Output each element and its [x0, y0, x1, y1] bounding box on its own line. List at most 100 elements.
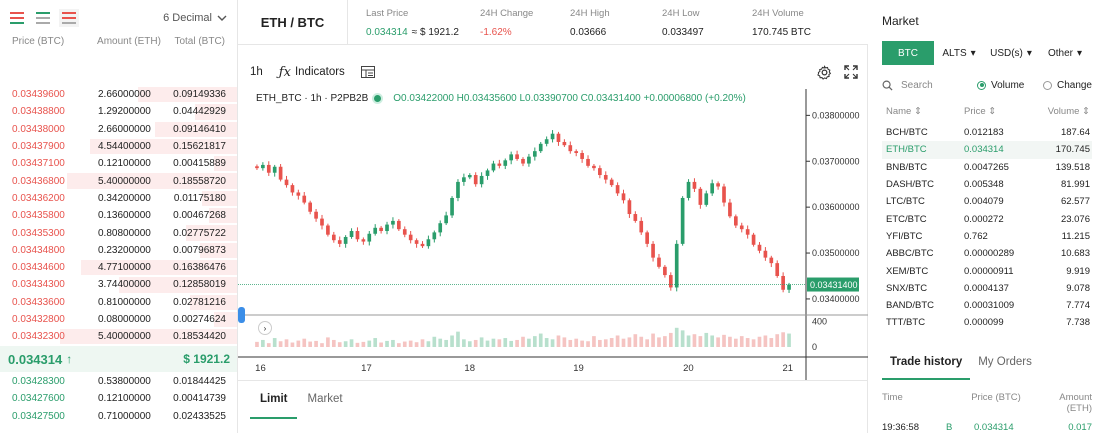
candle-body: [698, 188, 703, 205]
volume-bar: [473, 339, 478, 347]
market-row[interactable]: XEM/BTC 0.00000911 9.919: [882, 262, 1092, 279]
market-volume: 139.518: [1055, 161, 1090, 173]
ask-row[interactable]: 0.03432300 5.40000000 0.18534420: [0, 328, 237, 345]
candle-body: [633, 214, 638, 221]
sort-icon: ⇕: [1082, 106, 1090, 117]
search-input[interactable]: Search: [901, 79, 933, 91]
volume-bar: [450, 335, 454, 347]
fullscreen-icon[interactable]: [844, 64, 858, 79]
header-label: Name: [886, 106, 912, 117]
ask-row[interactable]: 0.03437900 4.54400000 0.15621817: [0, 138, 237, 155]
ask-row[interactable]: 0.03435800 0.13600000 0.00467268: [0, 207, 237, 224]
depth-bar: [90, 138, 237, 155]
ask-row[interactable]: 0.03434300 3.74400000 0.12858019: [0, 276, 237, 293]
tab-alts[interactable]: ALTS ▾: [934, 41, 984, 65]
tab-btc[interactable]: BTC: [882, 41, 934, 65]
market-row[interactable]: DASH/BTC 0.005348 81.991: [882, 176, 1092, 193]
market-row[interactable]: ETH/BTC 0.034314 170.745: [882, 141, 1092, 159]
market-price: 0.004079: [964, 196, 1004, 208]
row-price: 0.03428300: [12, 376, 65, 388]
sort-price[interactable]: Price ⇕: [964, 106, 1028, 120]
decimal-select[interactable]: 6 Decimal: [163, 12, 227, 24]
row-total: 0.00796873: [173, 244, 226, 256]
row-price: 0.03439600: [12, 89, 65, 101]
settings-gear-icon[interactable]: [817, 64, 832, 80]
tab-my-orders[interactable]: My Orders: [978, 356, 1032, 368]
candle-body: [609, 179, 614, 186]
market-row[interactable]: BCH/BTC 0.012183 187.64: [882, 124, 1092, 141]
row-price: 0.03436200: [12, 192, 65, 204]
candle-body: [692, 181, 697, 189]
stat-change: 24H Change -1.62%: [480, 8, 533, 38]
radio-change[interactable]: Change: [1042, 80, 1092, 91]
chart-symbol: ETH_BTC · 1h · P2PB2B: [256, 93, 369, 104]
volume-bar: [503, 338, 508, 347]
sort-name[interactable]: Name ⇕: [882, 106, 964, 120]
side-panel-handle[interactable]: [238, 307, 245, 323]
price-chart[interactable]: 0.03800000 0.03700000 0.03600000 0.03500000…: [238, 89, 868, 380]
row-amount: 0.71000000: [98, 410, 151, 422]
tab-other[interactable]: Other ▾: [1038, 41, 1092, 65]
bid-row[interactable]: 0.03428300 0.53800000 0.01844425: [0, 373, 237, 390]
ask-row[interactable]: 0.03438000 2.66000000 0.09146410: [0, 121, 237, 138]
price-tick-label: 0.03800000: [812, 110, 860, 120]
depth-bar: [66, 173, 237, 189]
market-name: LTC/BTC: [886, 196, 925, 208]
radio-volume[interactable]: Volume: [977, 80, 1024, 91]
indicators-button[interactable]: ƒx Indicators: [279, 65, 345, 80]
ask-row[interactable]: 0.03437100 0.12100000 0.00415889: [0, 155, 237, 172]
market-row[interactable]: SNX/BTC 0.0004137 9.078: [882, 280, 1092, 297]
bid-row[interactable]: 0.03427600 0.12100000 0.00414739: [0, 390, 237, 407]
market-search-row: Search Volume Change: [882, 76, 1092, 94]
stat-label: 24H Change: [480, 8, 534, 19]
stat-last-price: Last Price 0.034314 ≈ $ 1921.2: [366, 8, 459, 38]
market-row[interactable]: ETC/BTC 0.000272 23.076: [882, 210, 1092, 227]
ask-row[interactable]: 0.03432800 0.08000000 0.00274624: [0, 311, 237, 328]
chart-type-button[interactable]: [360, 66, 375, 78]
tab-trade-history[interactable]: Trade history: [882, 346, 971, 380]
ask-row[interactable]: 0.03434600 4.77100000 0.16386476: [0, 259, 237, 276]
sort-volume[interactable]: Volume ⇕: [1028, 106, 1092, 120]
candle-body: [320, 218, 324, 226]
ask-row[interactable]: 0.03436800 5.40000000 0.18558720: [0, 172, 237, 189]
ask-row[interactable]: 0.03434800 0.23200000 0.00796873: [0, 242, 237, 259]
row-price: 0.03434600: [12, 262, 65, 274]
market-table-header: Name ⇕ Price ⇕ Volume ⇕: [882, 106, 1092, 120]
market-price: 0.762: [964, 230, 988, 242]
depth-bar: [80, 259, 237, 276]
tab-limit[interactable]: Limit: [250, 387, 298, 419]
market-row[interactable]: BNB/BTC 0.0047265 139.518: [882, 159, 1092, 176]
view-asks-icon[interactable]: [59, 9, 79, 27]
volume-bar: [402, 341, 407, 347]
market-row[interactable]: YFI/BTC 0.762 11.215: [882, 228, 1092, 245]
market-row[interactable]: LTC/BTC 0.004079 62.577: [882, 193, 1092, 210]
last-price: 0.034314: [8, 351, 63, 367]
market-row[interactable]: BAND/BTC 0.00031009 7.774: [882, 297, 1092, 314]
pair-title[interactable]: ETH / BTC: [238, 0, 348, 44]
view-bids-icon[interactable]: [36, 12, 50, 24]
volume-bar: [308, 341, 312, 347]
candle-body: [739, 225, 744, 230]
interval-button[interactable]: 1h: [250, 66, 263, 78]
ask-row[interactable]: 0.03436200 0.34200000 0.01175180: [0, 190, 237, 207]
market-row[interactable]: ABBC/BTC 0.00000289 10.683: [882, 245, 1092, 262]
candle-body: [272, 166, 277, 173]
candle-body: [302, 195, 307, 203]
ask-row[interactable]: 0.03435300 0.80800000 0.02775722: [0, 224, 237, 241]
chevron-right-icon[interactable]: ›: [258, 321, 272, 335]
ask-row[interactable]: 0.03438800 1.29200000 0.04442929: [0, 103, 237, 120]
tab-usds[interactable]: USD(s) ▾: [984, 41, 1038, 65]
tab-market[interactable]: Market: [307, 393, 343, 405]
ask-row[interactable]: 0.03439600 2.66000000 0.09149336: [0, 86, 237, 103]
row-amount: 4.77100000: [98, 262, 151, 274]
bid-row[interactable]: 0.03427500 0.71000000 0.02433525: [0, 408, 237, 425]
row-price: 0.03432300: [12, 331, 65, 343]
market-row[interactable]: TTT/BTC 0.000099 7.738: [882, 314, 1092, 331]
volume-bar: [414, 342, 419, 347]
candle-body: [456, 181, 460, 198]
candle-body: [426, 239, 431, 247]
view-both-icon[interactable]: [10, 12, 24, 24]
ask-row[interactable]: 0.03433600 0.81000000 0.02781216: [0, 294, 237, 311]
volume-bar: [379, 342, 383, 347]
candle-body: [663, 266, 667, 276]
